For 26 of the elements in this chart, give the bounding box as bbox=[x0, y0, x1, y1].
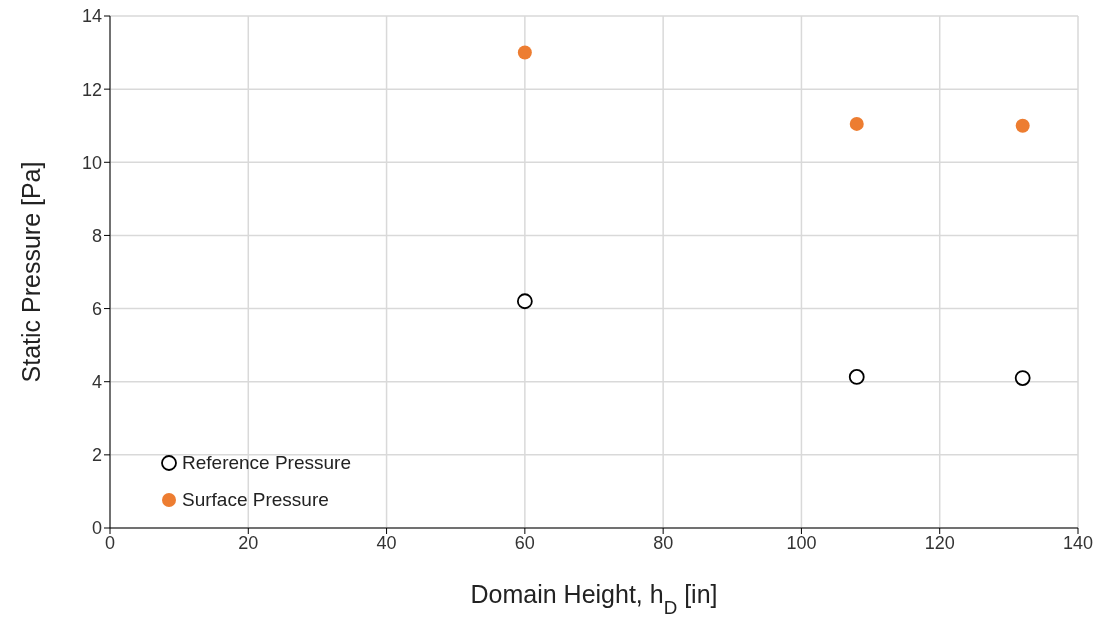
y-tick-label: 6 bbox=[91, 298, 102, 319]
point bbox=[1015, 118, 1030, 133]
legend-label: Surface Pressure bbox=[182, 488, 329, 511]
x-axis-title: Domain Height, h$_{D}$ [in] bbox=[470, 580, 718, 618]
x-tick-label: 60 bbox=[514, 532, 535, 553]
x-tick-label: 100 bbox=[786, 532, 817, 553]
point bbox=[1014, 370, 1031, 386]
point bbox=[516, 293, 533, 310]
y-tick-label: 10 bbox=[81, 152, 102, 173]
y-tick-label: 4 bbox=[91, 372, 102, 393]
legend-label: Reference Pressure bbox=[182, 451, 351, 474]
x-tick-label: 80 bbox=[653, 532, 674, 553]
y-tick-label: 2 bbox=[91, 445, 102, 466]
x-tick-label: 120 bbox=[924, 532, 955, 553]
y-tick-label: 14 bbox=[81, 6, 102, 27]
y-tick-label: 12 bbox=[81, 79, 102, 100]
y-tick-label: 0 bbox=[91, 518, 102, 539]
x-tick-label: 0 bbox=[104, 532, 116, 553]
x-tick-label: 140 bbox=[1062, 532, 1094, 553]
x-tick-label: 20 bbox=[238, 532, 259, 553]
point bbox=[849, 116, 864, 131]
y-axis-title: Static Pressure [Pa] bbox=[17, 161, 45, 383]
point bbox=[848, 369, 865, 385]
x-tick-label: 40 bbox=[376, 532, 397, 553]
y-tick-label: 8 bbox=[91, 225, 102, 246]
point bbox=[517, 45, 532, 60]
